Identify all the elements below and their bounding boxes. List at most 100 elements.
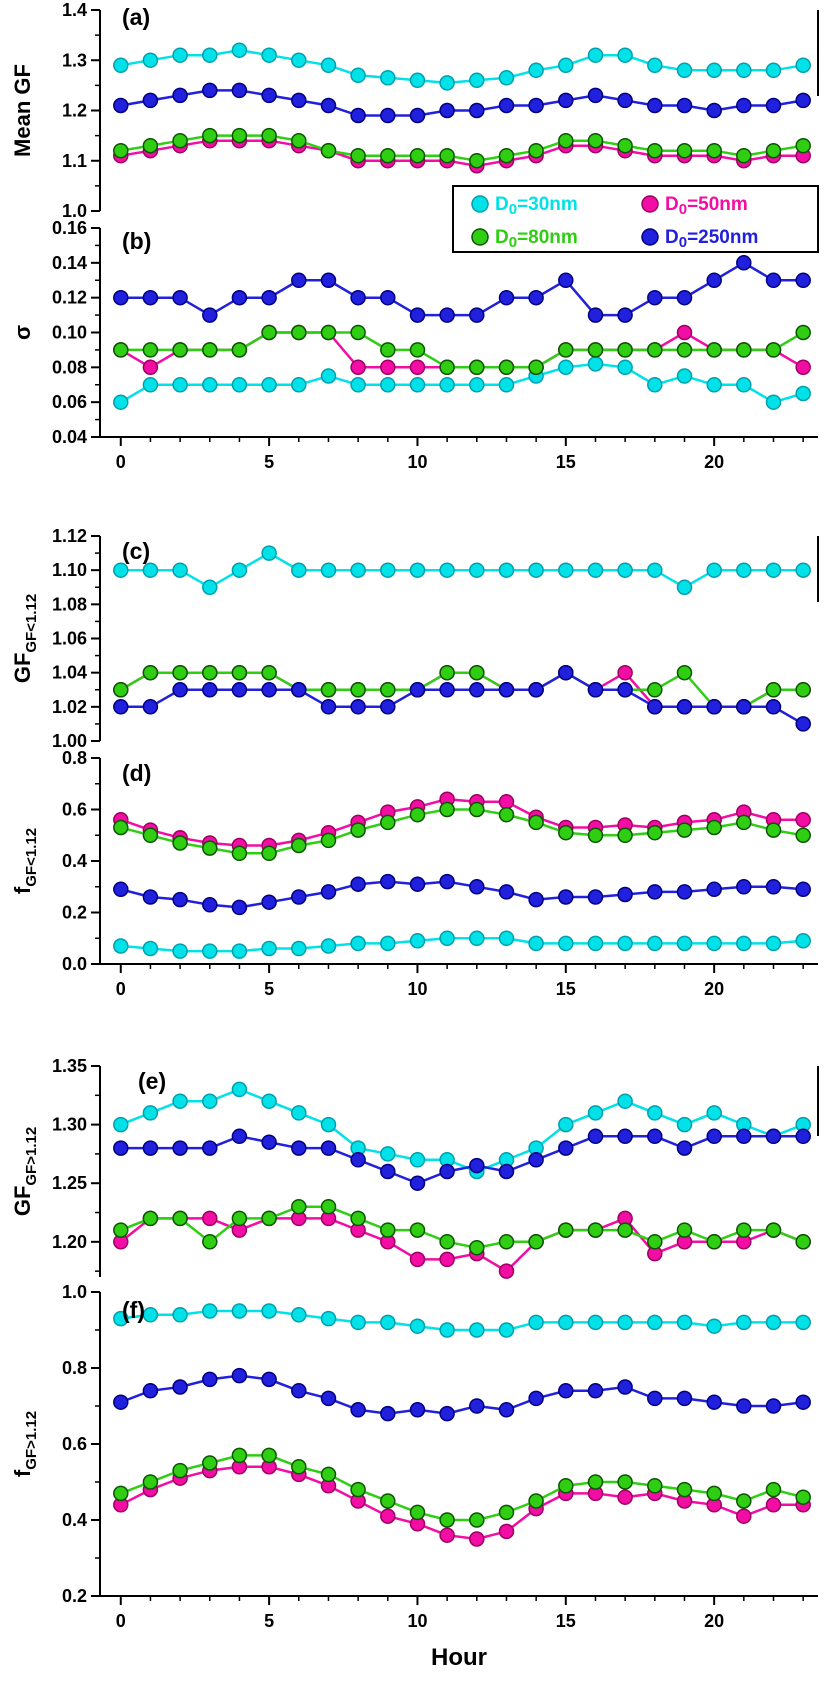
series-line-d250 <box>120 261 804 317</box>
data-marker <box>765 682 782 698</box>
data-marker <box>706 1394 722 1410</box>
data-marker <box>202 307 218 323</box>
data-marker <box>291 940 307 957</box>
data-marker <box>676 822 693 838</box>
data-marker <box>706 1128 722 1145</box>
data-marker <box>231 82 248 99</box>
data-marker <box>736 879 752 895</box>
data-marker <box>469 1531 485 1547</box>
data-marker <box>498 1322 515 1338</box>
data-marker <box>647 57 663 74</box>
data-marker <box>647 1105 663 1121</box>
data-marker <box>350 1314 366 1331</box>
data-marker <box>528 1390 544 1407</box>
data-marker <box>350 1210 366 1227</box>
data-marker <box>231 899 248 916</box>
data-marker <box>498 377 515 393</box>
series-markers-d30 <box>113 545 811 596</box>
data-marker <box>617 682 633 698</box>
data-marker <box>261 47 277 63</box>
x-tick-label: 20 <box>704 979 724 999</box>
data-marker <box>231 289 248 306</box>
data-marker <box>202 579 218 596</box>
data-marker <box>380 1146 396 1162</box>
x-tick-label: 10 <box>407 1611 427 1631</box>
data-marker <box>706 699 722 715</box>
data-marker <box>528 359 544 376</box>
data-marker <box>498 1504 515 1521</box>
data-marker <box>291 92 307 109</box>
data-marker <box>261 845 277 862</box>
data-marker <box>291 889 307 905</box>
data-marker <box>380 147 396 164</box>
data-marker <box>142 1210 159 1227</box>
data-marker <box>172 664 188 681</box>
data-marker <box>172 289 188 306</box>
series-line-d30 <box>120 362 804 404</box>
data-marker <box>142 664 159 681</box>
data-marker <box>113 289 129 306</box>
data-marker <box>380 699 396 715</box>
data-marker <box>795 385 811 402</box>
data-marker <box>676 1481 693 1498</box>
y-tick-label: 0.04 <box>52 427 87 447</box>
data-marker <box>320 1198 337 1215</box>
data-marker <box>380 1405 396 1422</box>
data-marker <box>765 142 782 159</box>
data-marker <box>558 132 574 149</box>
data-marker <box>528 1493 544 1509</box>
data-marker <box>291 132 307 149</box>
data-marker <box>676 62 693 79</box>
data-marker <box>765 1398 782 1414</box>
data-marker <box>617 1093 633 1109</box>
data-marker <box>617 307 633 323</box>
data-marker <box>558 935 574 952</box>
data-marker <box>350 1481 366 1498</box>
y-tick-label: 1.30 <box>52 1115 87 1135</box>
data-marker <box>409 562 426 578</box>
y-tick-label: 1.12 <box>52 526 87 546</box>
data-marker <box>498 884 515 900</box>
data-marker <box>231 127 248 144</box>
data-marker <box>113 881 129 898</box>
data-marker <box>765 562 782 578</box>
data-marker <box>795 1234 811 1250</box>
data-marker <box>587 1105 604 1121</box>
series-markers-d250 <box>113 873 811 916</box>
series-line-d250 <box>120 89 804 117</box>
y-tick-label: 0.8 <box>62 1358 87 1378</box>
data-marker <box>647 1390 663 1407</box>
y-tick-label: 1.06 <box>52 629 87 649</box>
data-marker <box>587 1128 604 1145</box>
data-marker <box>439 75 455 91</box>
series-markers-d250 <box>113 82 811 124</box>
data-marker <box>172 1307 188 1323</box>
y-axis-title-b: σ <box>10 325 35 340</box>
data-marker <box>439 1163 455 1180</box>
data-marker <box>647 377 663 393</box>
data-marker <box>469 562 485 578</box>
data-marker <box>261 664 277 681</box>
data-marker <box>380 1222 396 1238</box>
data-marker <box>647 342 663 358</box>
data-marker <box>409 933 426 949</box>
y-tick-label: 1.10 <box>52 560 87 580</box>
y-tick-label: 0.14 <box>52 253 87 273</box>
data-marker <box>587 935 604 952</box>
data-marker <box>587 132 604 149</box>
data-marker <box>320 1466 337 1483</box>
y-tick-label: 0.08 <box>52 357 87 377</box>
data-marker <box>231 943 248 959</box>
data-marker <box>261 324 277 341</box>
data-marker <box>202 47 218 63</box>
data-marker <box>647 1478 663 1494</box>
data-marker <box>469 359 485 376</box>
data-marker <box>113 562 129 578</box>
data-marker <box>558 824 574 841</box>
data-marker <box>320 938 337 954</box>
data-marker <box>409 72 426 89</box>
data-marker <box>736 1508 752 1524</box>
data-marker <box>736 342 752 358</box>
y-axis-title-d: fGF<1.12 <box>10 828 40 894</box>
data-marker <box>647 1314 663 1331</box>
